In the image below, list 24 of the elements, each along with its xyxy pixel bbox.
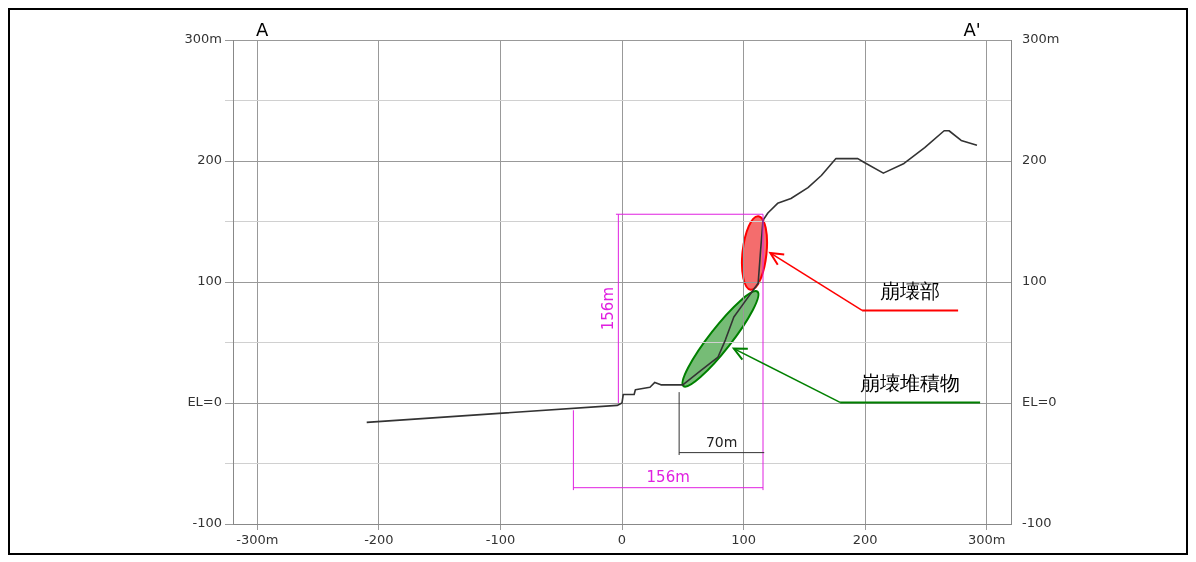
text: A': [963, 19, 981, 40]
y2-tick-label: 100: [1022, 273, 1047, 289]
y2-tick-label: 300m: [1022, 31, 1060, 47]
x-tick-label: 200: [852, 532, 878, 548]
y-tick-label: EL=0: [187, 394, 222, 410]
annotation: 崩壊堆積物: [860, 371, 961, 396]
y-tick-label: 300m: [184, 31, 222, 47]
y-tick-label: 200: [197, 152, 222, 168]
y-tick-label: 100: [197, 273, 222, 289]
x-tick-label: 300m: [967, 532, 1006, 548]
x-tick-label: 0: [617, 532, 627, 548]
annotation: 崩壊部: [880, 279, 941, 304]
x-tick-label: -200: [364, 532, 394, 548]
y2-tick-label: -100: [1022, 515, 1052, 531]
x-tick-label: -100: [485, 532, 516, 548]
y2-tick-label: 200: [1022, 152, 1047, 168]
y2-tick-label: EL=0: [1022, 394, 1057, 410]
text: A: [256, 19, 270, 40]
x-tick-label: 100: [731, 532, 756, 548]
x-tick-label: -300m: [236, 532, 279, 548]
y-tick-label: -100: [192, 515, 222, 531]
annotation: 156m: [598, 286, 617, 331]
annotation: 70m: [705, 433, 738, 450]
annotation: 156m: [646, 467, 690, 486]
